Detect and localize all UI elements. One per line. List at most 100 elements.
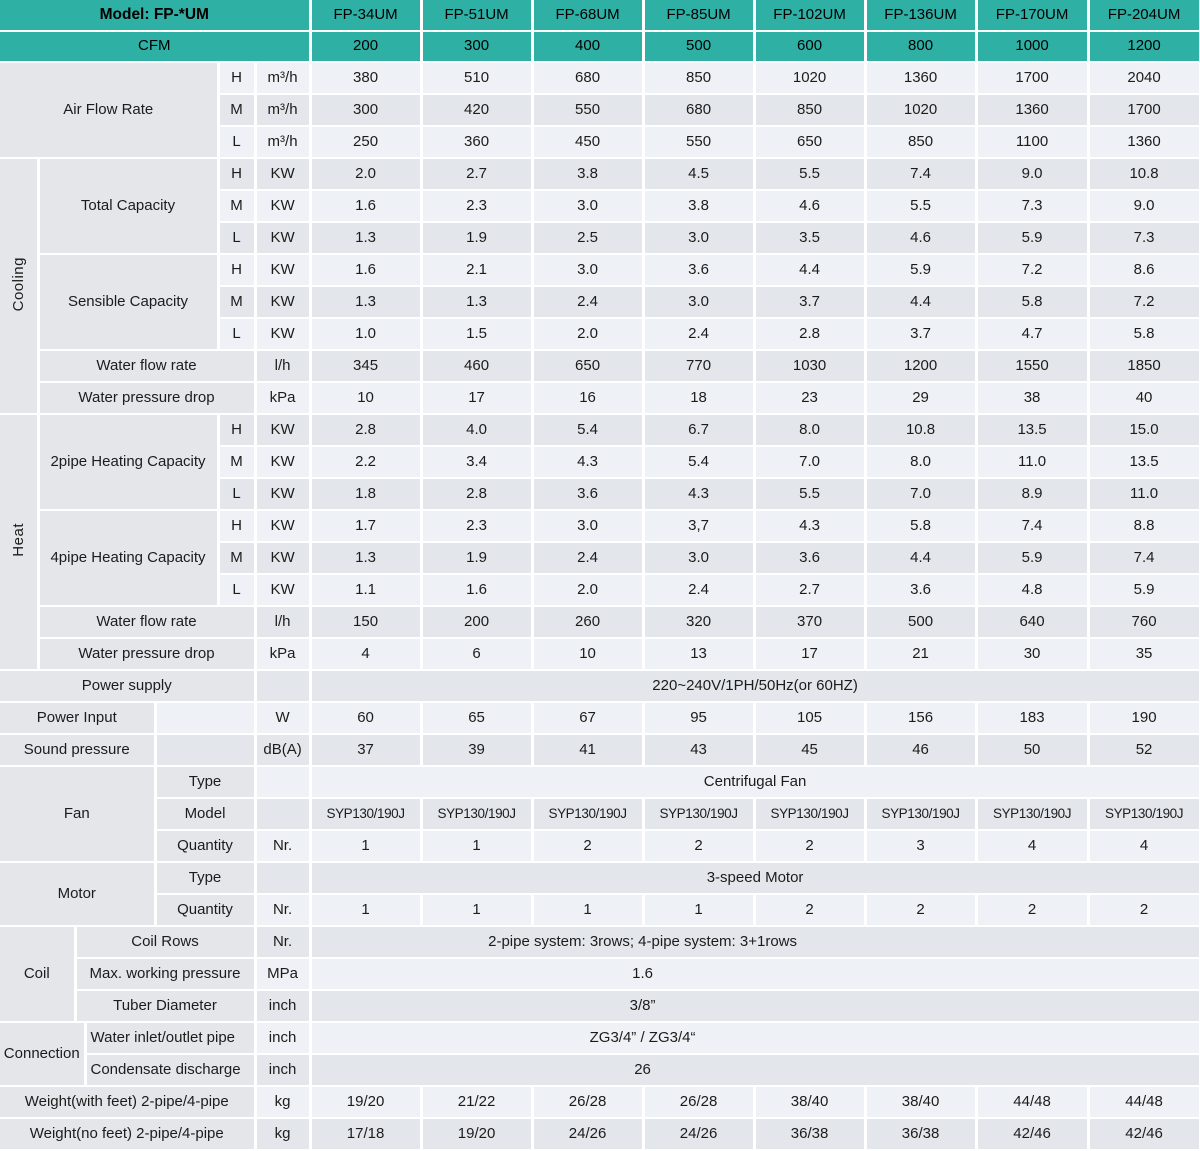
cooling-water-flow-label: Water flow rate bbox=[38, 350, 257, 383]
power-input-label: Power Input bbox=[0, 702, 157, 735]
heating-4pipe-m-8: 7.4 bbox=[1088, 542, 1200, 575]
cooling-sensible-l-3: 2.0 bbox=[532, 318, 645, 351]
cfm-value-4: 500 bbox=[643, 31, 756, 63]
speed-m: M bbox=[218, 94, 257, 127]
cooling-water-flow-1: 345 bbox=[310, 350, 423, 383]
sound-pressure-1: 37 bbox=[310, 734, 423, 767]
airflow-m-7: 1360 bbox=[976, 94, 1090, 127]
heating-4pipe-h-1: 1.7 bbox=[310, 510, 423, 543]
unit-kpa: kPa bbox=[255, 382, 312, 415]
heating-4pipe-label: 4pipe Heating Capacity bbox=[38, 510, 220, 607]
heating-4pipe-m-6: 4.4 bbox=[865, 542, 978, 575]
total-capacity-label: Total Capacity bbox=[38, 158, 220, 255]
cooling-pressure-drop-1: 10 bbox=[310, 382, 423, 415]
heating-2pipe-h-4: 6.7 bbox=[643, 414, 756, 447]
motor-quantity-2: 1 bbox=[421, 894, 534, 927]
cooling-total-m-3: 3.0 bbox=[532, 190, 645, 223]
speed-h: H bbox=[218, 62, 257, 95]
airflow-m-5: 850 bbox=[754, 94, 867, 127]
sound-pressure-4: 43 bbox=[643, 734, 756, 767]
cooling-total-l-6: 4.6 bbox=[865, 222, 978, 255]
motor-section-label: Motor bbox=[0, 862, 157, 927]
cooling-total-h-2: 2.7 bbox=[421, 158, 534, 191]
cfm-value-1: 200 bbox=[310, 31, 423, 63]
cooling-sensible-l-5: 2.8 bbox=[754, 318, 867, 351]
cooling-sensible-m-6: 4.4 bbox=[865, 286, 978, 319]
unit-kw: KW bbox=[255, 414, 312, 447]
power-supply-label: Power supply bbox=[0, 670, 257, 703]
unit-m3h: m³/h bbox=[255, 62, 312, 95]
cooling-sensible-h-8: 8.6 bbox=[1088, 254, 1200, 287]
motor-quantity-1: 1 bbox=[310, 894, 423, 927]
speed-l: L bbox=[218, 222, 257, 255]
cooling-total-l-5: 3.5 bbox=[754, 222, 867, 255]
cooling-total-l-3: 2.5 bbox=[532, 222, 645, 255]
unit-kpa: kPa bbox=[255, 638, 312, 671]
cooling-total-l-8: 7.3 bbox=[1088, 222, 1200, 255]
heat-pressure-drop-6: 21 bbox=[865, 638, 978, 671]
cfm-value-8: 1200 bbox=[1088, 31, 1200, 63]
heating-4pipe-h-4: 3,7 bbox=[643, 510, 756, 543]
unit-nr: Nr. bbox=[255, 830, 312, 863]
fan-model-4: SYP130/190J bbox=[643, 798, 756, 831]
heating-4pipe-l-3: 2.0 bbox=[532, 574, 645, 607]
motor-type-value: 3-speed Motor bbox=[310, 862, 1200, 895]
heating-2pipe-m-2: 3.4 bbox=[421, 446, 534, 479]
heating-4pipe-h-8: 8.8 bbox=[1088, 510, 1200, 543]
spacer-cell bbox=[155, 702, 257, 735]
heating-2pipe-l-8: 11.0 bbox=[1088, 478, 1200, 511]
cooling-total-h-6: 7.4 bbox=[865, 158, 978, 191]
cooling-sensible-m-2: 1.3 bbox=[421, 286, 534, 319]
cooling-sensible-m-7: 5.8 bbox=[976, 286, 1090, 319]
heating-2pipe-l-1: 1.8 bbox=[310, 478, 423, 511]
cooling-pressure-drop-7: 38 bbox=[976, 382, 1090, 415]
condensate-discharge-value: 26 bbox=[310, 1054, 1200, 1087]
cooling-pressure-drop-5: 23 bbox=[754, 382, 867, 415]
heating-2pipe-h-7: 13.5 bbox=[976, 414, 1090, 447]
heating-2pipe-l-7: 8.9 bbox=[976, 478, 1090, 511]
weight-with-feet-label: Weight(with feet) 2-pipe/4-pipe bbox=[0, 1086, 257, 1119]
unit-kw: KW bbox=[255, 222, 312, 255]
cooling-total-h-4: 4.5 bbox=[643, 158, 756, 191]
unit-kg: kg bbox=[255, 1086, 312, 1119]
heating-2pipe-label: 2pipe Heating Capacity bbox=[38, 414, 220, 511]
weight-no-feet-3: 24/26 bbox=[532, 1118, 645, 1151]
sound-pressure-label: Sound pressure bbox=[0, 734, 157, 767]
power-supply-value: 220~240V/1PH/50Hz(or 60HZ) bbox=[310, 670, 1200, 703]
heating-4pipe-l-6: 3.6 bbox=[865, 574, 978, 607]
motor-quantity-7: 2 bbox=[976, 894, 1090, 927]
fan-model-7: SYP130/190J bbox=[976, 798, 1090, 831]
heat-section-label-text: Heat bbox=[9, 522, 27, 557]
weight-with-feet-5: 38/40 bbox=[754, 1086, 867, 1119]
cooling-total-l-4: 3.0 bbox=[643, 222, 756, 255]
cooling-sensible-m-3: 2.4 bbox=[532, 286, 645, 319]
speed-m: M bbox=[218, 542, 257, 575]
speed-l: L bbox=[218, 126, 257, 159]
fan-quantity-label: Quantity bbox=[155, 830, 257, 863]
model-col-header-5: FP-102UM bbox=[754, 0, 867, 32]
airflow-h-2: 510 bbox=[421, 62, 534, 95]
airflow-m-4: 680 bbox=[643, 94, 756, 127]
heat-water-flow-label: Water flow rate bbox=[38, 606, 257, 639]
tube-diameter-value: 3/8” bbox=[310, 990, 1200, 1023]
fan-model-5: SYP130/190J bbox=[754, 798, 867, 831]
unit-inch: inch bbox=[255, 1022, 312, 1055]
cooling-total-l-2: 1.9 bbox=[421, 222, 534, 255]
unit-lh: l/h bbox=[255, 606, 312, 639]
inlet-outlet-pipe-label: Water inlet/outlet pipe bbox=[85, 1022, 257, 1055]
heating-2pipe-m-7: 11.0 bbox=[976, 446, 1090, 479]
speed-l: L bbox=[218, 318, 257, 351]
unit-nr: Nr. bbox=[255, 926, 312, 959]
heating-2pipe-m-5: 7.0 bbox=[754, 446, 867, 479]
cooling-sensible-m-1: 1.3 bbox=[310, 286, 423, 319]
fan-type-label: Type bbox=[155, 766, 257, 799]
cooling-pressure-drop-label: Water pressure drop bbox=[38, 382, 257, 415]
cfm-value-6: 800 bbox=[865, 31, 978, 63]
heating-2pipe-l-3: 3.6 bbox=[532, 478, 645, 511]
heating-2pipe-h-1: 2.8 bbox=[310, 414, 423, 447]
motor-quantity-4: 1 bbox=[643, 894, 756, 927]
cooling-total-l-7: 5.9 bbox=[976, 222, 1090, 255]
heating-4pipe-h-7: 7.4 bbox=[976, 510, 1090, 543]
power-input-6: 156 bbox=[865, 702, 978, 735]
